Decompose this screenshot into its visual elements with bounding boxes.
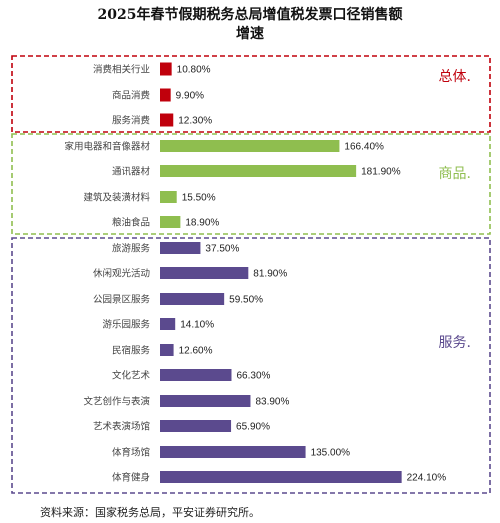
category-label: 民宿服务 bbox=[112, 345, 151, 357]
bar bbox=[160, 369, 232, 381]
data-label: 12.60% bbox=[179, 346, 213, 357]
groups-layer: 总体. 消费相关行业 10.80% 商品消费 9.90% 服务消费 12.30% 商品. 家用电… bbox=[11, 55, 491, 494]
data-label: 224.10% bbox=[407, 473, 447, 484]
category-label: 休闲观光活动 bbox=[93, 268, 150, 280]
bar bbox=[160, 88, 171, 102]
bar bbox=[160, 344, 174, 356]
category-label: 体育健身 bbox=[112, 472, 150, 484]
data-label: 10.80% bbox=[177, 65, 211, 76]
category-label: 旅游服务 bbox=[112, 243, 151, 255]
data-label: 66.30% bbox=[236, 371, 270, 382]
data-label: 65.90% bbox=[236, 422, 270, 433]
group-label: 服务. bbox=[439, 335, 471, 351]
category-label: 商品消费 bbox=[112, 90, 150, 102]
category-label: 艺术表演场馆 bbox=[93, 421, 150, 433]
data-label: 18.90% bbox=[185, 218, 219, 229]
data-label: 135.00% bbox=[311, 448, 351, 459]
data-label: 59.50% bbox=[229, 295, 263, 306]
data-label: 14.10% bbox=[180, 320, 214, 331]
bar bbox=[160, 293, 225, 305]
category-label: 消费相关行业 bbox=[93, 64, 150, 76]
bar bbox=[160, 242, 201, 254]
category-label: 通讯器材 bbox=[112, 166, 151, 178]
group-label: 总体. bbox=[439, 69, 471, 85]
data-label: 15.50% bbox=[182, 193, 216, 204]
bar bbox=[160, 420, 232, 432]
group-2: 商品. 家用电器和音像器材 166.40% 通讯器材 181.90% 建筑及装潢材料 15.… bbox=[11, 133, 491, 235]
category-label: 体育场馆 bbox=[112, 447, 150, 459]
category-label: 建筑及装潢材料 bbox=[83, 192, 150, 204]
chart-title-line2: 增速 bbox=[236, 25, 264, 42]
data-label: 181.90% bbox=[361, 167, 401, 178]
data-label: 81.90% bbox=[253, 269, 287, 280]
bar bbox=[160, 395, 251, 407]
source-note: 资料来源：国家税务总局，平安证券研究所。 bbox=[40, 505, 260, 519]
group-1: 总体. 消费相关行业 10.80% 商品消费 9.90% 服务消费 12.30% bbox=[11, 55, 491, 133]
bar bbox=[160, 216, 181, 228]
chart-title-line1: 2025年春节假期税务总局增值税发票口径销售额 bbox=[98, 6, 403, 23]
bar bbox=[160, 140, 340, 152]
category-label: 游乐园服务 bbox=[102, 319, 150, 331]
group-border bbox=[11, 133, 491, 235]
group-border bbox=[11, 55, 491, 133]
bar bbox=[160, 267, 249, 279]
category-label: 文化艺术 bbox=[112, 370, 151, 382]
category-label: 文艺创作与表演 bbox=[83, 396, 150, 408]
group-border bbox=[11, 237, 491, 494]
group-label: 商品. bbox=[439, 166, 471, 182]
bar bbox=[160, 318, 176, 330]
group-3: 服务. 旅游服务 37.50% 休闲观光活动 81.90% 公园景区服务 59.50% 游乐园… bbox=[11, 237, 491, 494]
data-label: 83.90% bbox=[255, 397, 289, 408]
data-label: 9.90% bbox=[176, 91, 204, 102]
data-label: 166.40% bbox=[344, 142, 384, 153]
bar bbox=[160, 165, 357, 177]
bar bbox=[160, 471, 402, 483]
bar bbox=[160, 191, 177, 203]
bar bbox=[160, 62, 172, 76]
category-label: 粮油食品 bbox=[112, 217, 150, 229]
category-label: 服务消费 bbox=[112, 115, 150, 127]
category-label: 家用电器和音像器材 bbox=[64, 141, 150, 153]
category-label: 公园景区服务 bbox=[93, 294, 151, 306]
data-label: 37.50% bbox=[205, 244, 239, 255]
bar bbox=[160, 113, 174, 127]
bar bbox=[160, 446, 306, 458]
data-label: 12.30% bbox=[178, 116, 212, 127]
